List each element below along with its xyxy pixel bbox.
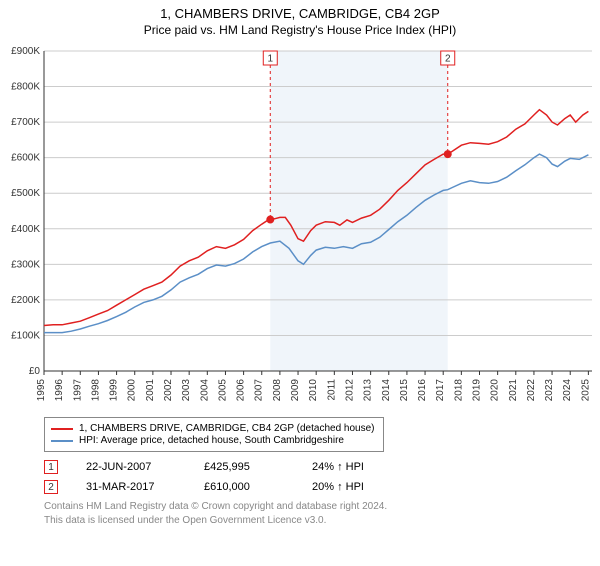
svg-text:£800K: £800K [11,82,40,93]
svg-text:1997: 1997 [72,379,83,402]
event-delta: 20% ↑ HPI [312,481,364,493]
svg-text:£200K: £200K [11,295,40,306]
svg-text:£400K: £400K [11,224,40,235]
svg-text:2005: 2005 [217,379,228,402]
svg-text:2021: 2021 [508,379,519,402]
svg-text:2020: 2020 [490,379,501,402]
footer-line: This data is licensed under the Open Gov… [44,514,600,528]
event-price: £610,000 [204,481,284,493]
event-table: 1 22-JUN-2007 £425,995 24% ↑ HPI 2 31-MA… [44,460,600,494]
event-marker-icon: 1 [44,460,58,474]
legend-swatch [51,428,73,430]
svg-text:1999: 1999 [109,379,120,402]
svg-text:£600K: £600K [11,153,40,164]
svg-text:£300K: £300K [11,259,40,270]
legend: 1, CHAMBERS DRIVE, CAMBRIDGE, CB4 2GP (d… [44,417,384,452]
event-row: 1 22-JUN-2007 £425,995 24% ↑ HPI [44,460,600,474]
svg-text:£700K: £700K [11,117,40,128]
svg-text:2015: 2015 [399,379,410,402]
chart-svg: £0 £100K £200K £300K £400K £500K £600K £700K £80… [0,41,600,411]
svg-text:2016: 2016 [417,379,428,402]
svg-text:1998: 1998 [90,379,101,402]
svg-text:1995: 1995 [36,379,47,402]
svg-text:2006: 2006 [236,379,247,402]
svg-text:2025: 2025 [580,379,591,402]
event-date: 31-MAR-2017 [86,481,176,493]
svg-text:2013: 2013 [363,379,374,402]
svg-text:2014: 2014 [381,379,392,402]
svg-text:2003: 2003 [181,379,192,402]
event-date: 22-JUN-2007 [86,461,176,473]
chart-area: £0 £100K £200K £300K £400K £500K £600K £700K £80… [0,41,600,411]
svg-text:2012: 2012 [344,379,355,402]
svg-text:2009: 2009 [290,379,301,402]
event-row: 2 31-MAR-2017 £610,000 20% ↑ HPI [44,480,600,494]
svg-text:2008: 2008 [272,379,283,402]
page-title: 1, CHAMBERS DRIVE, CAMBRIDGE, CB4 2GP [0,6,600,21]
svg-text:£100K: £100K [11,330,40,341]
svg-text:2018: 2018 [453,379,464,402]
svg-text:£0: £0 [29,366,41,377]
legend-label: 1, CHAMBERS DRIVE, CAMBRIDGE, CB4 2GP (d… [79,423,374,434]
svg-text:2011: 2011 [326,379,337,401]
svg-text:2004: 2004 [199,379,210,402]
legend-item: 1, CHAMBERS DRIVE, CAMBRIDGE, CB4 2GP (d… [51,423,377,434]
svg-text:2002: 2002 [163,379,174,402]
svg-text:2017: 2017 [435,379,446,402]
event-delta: 24% ↑ HPI [312,461,364,473]
svg-text:2019: 2019 [471,379,482,402]
svg-text:2024: 2024 [562,379,573,402]
page-subtitle: Price paid vs. HM Land Registry's House … [0,23,600,37]
event-marker-icon: 2 [44,480,58,494]
svg-text:2000: 2000 [127,379,138,402]
svg-text:2: 2 [445,54,451,65]
legend-label: HPI: Average price, detached house, Sout… [79,435,344,446]
footer-line: Contains HM Land Registry data © Crown c… [44,500,600,514]
svg-text:1996: 1996 [54,379,65,402]
svg-text:2001: 2001 [145,379,156,402]
svg-text:£900K: £900K [11,46,40,57]
legend-item: HPI: Average price, detached house, Sout… [51,435,377,446]
svg-text:£500K: £500K [11,188,40,199]
svg-text:2007: 2007 [254,379,265,402]
legend-swatch [51,440,73,442]
svg-text:2022: 2022 [526,379,537,402]
svg-text:2023: 2023 [544,379,555,402]
svg-text:2010: 2010 [308,379,319,402]
svg-text:1: 1 [267,54,273,65]
footer: Contains HM Land Registry data © Crown c… [44,500,600,527]
event-price: £425,995 [204,461,284,473]
